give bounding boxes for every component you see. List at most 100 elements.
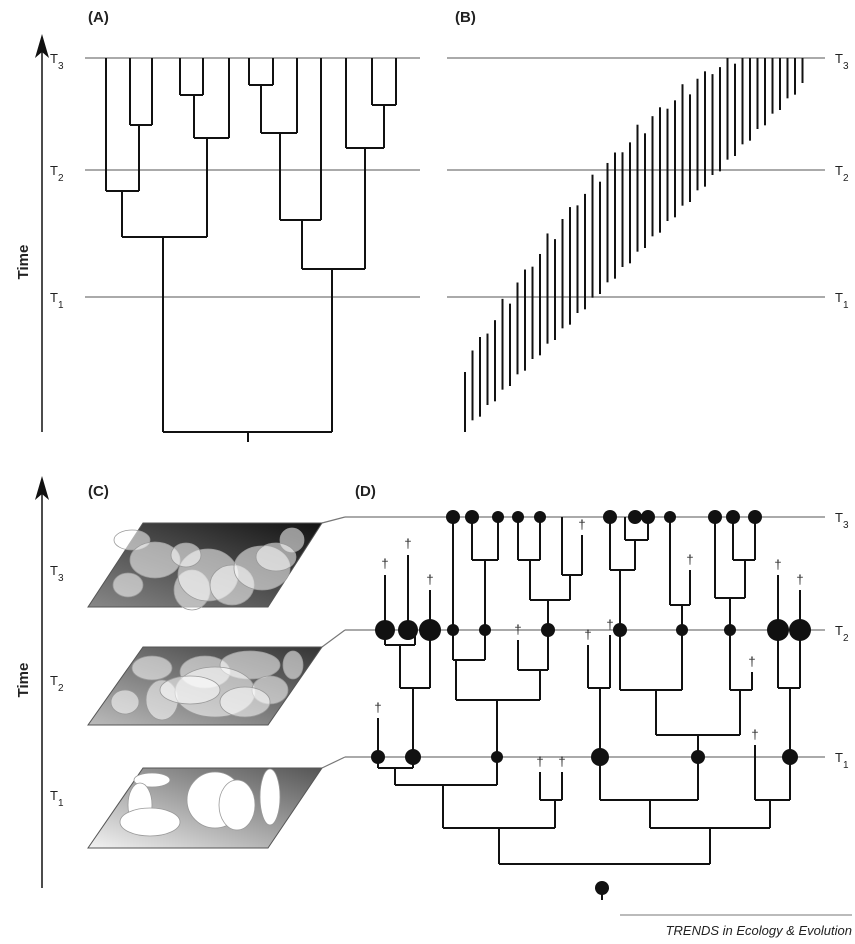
extinction-mark: †	[796, 572, 803, 587]
axis-label: Time	[15, 245, 32, 280]
phylogeny-d: † † † † † † † † † † † † † † †	[371, 510, 811, 900]
footer: TRENDS in Ecology & Evolution	[666, 923, 852, 938]
time-arrows	[35, 34, 49, 888]
time-level-base: T	[835, 163, 843, 178]
lineage-node	[465, 510, 479, 524]
time-level-sub: 2	[58, 173, 64, 184]
lineage-node	[664, 511, 676, 523]
lineage-node	[767, 619, 789, 641]
time-level-base: T	[835, 290, 843, 305]
extinction-mark: †	[584, 627, 591, 642]
time-level-base: T	[50, 51, 58, 66]
range-patch	[131, 655, 173, 681]
time-level-base: T	[50, 563, 58, 578]
time-level-base: T	[50, 788, 58, 803]
phylogeny-a	[105, 58, 397, 442]
time-level-sub: 1	[58, 300, 64, 311]
lineage-node	[419, 619, 441, 641]
lineage-node	[676, 624, 688, 636]
range-maps	[87, 522, 323, 849]
range-patch	[112, 572, 144, 598]
lineage-ranges	[464, 58, 804, 432]
range-patch	[159, 675, 221, 705]
time-level-sub: 1	[843, 300, 849, 311]
time-level-base: T	[50, 290, 58, 305]
time-level-base: T	[835, 51, 843, 66]
range-patch	[282, 650, 304, 680]
panel-label: (B)	[455, 9, 476, 26]
extinction-mark: †	[748, 654, 755, 669]
time-level-sub: 3	[58, 573, 64, 584]
range-patch	[219, 686, 271, 718]
lineage-node	[398, 620, 418, 640]
time-level-label: T3	[835, 510, 849, 531]
extinction-mark: †	[374, 700, 381, 715]
lineage-node	[591, 748, 609, 766]
time-level-base: T	[835, 510, 843, 525]
lineage-node	[375, 620, 395, 640]
panel-label: (A)	[88, 9, 109, 26]
lineage-node	[447, 624, 459, 636]
range-patch	[259, 768, 281, 826]
lineage-node	[748, 510, 762, 524]
lineage-node	[628, 510, 642, 524]
lineage-node	[534, 511, 546, 523]
extinction-mark: †	[514, 622, 521, 637]
range-patch	[170, 542, 202, 568]
lineage-node	[479, 624, 491, 636]
time-level-sub: 2	[58, 683, 64, 694]
lineage-node	[512, 511, 524, 523]
lineage-node	[724, 624, 736, 636]
time-level-sub: 3	[843, 520, 849, 531]
time-level-label: T3	[50, 563, 64, 584]
lineage-node	[595, 881, 609, 895]
lineage-node	[491, 751, 503, 763]
lineage-node	[492, 511, 504, 523]
lineage-node	[613, 623, 627, 637]
lineage-node	[708, 510, 722, 524]
time-level-label: T1	[50, 788, 64, 809]
extinction-mark: †	[536, 754, 543, 769]
time-level-base: T	[50, 163, 58, 178]
lineage-node	[641, 510, 655, 524]
range-patch	[119, 807, 181, 837]
lineage-node	[789, 619, 811, 641]
lineage-node	[691, 750, 705, 764]
time-level-sub: 2	[843, 633, 849, 644]
time-level-sub: 2	[843, 173, 849, 184]
range-patch	[218, 779, 256, 831]
extinction-mark: †	[381, 556, 388, 571]
time-level-label: T2	[50, 163, 64, 184]
time-level-label: T1	[50, 290, 64, 311]
time-level-label: T3	[50, 51, 64, 72]
lineage-node	[782, 749, 798, 765]
time-level-base: T	[835, 623, 843, 638]
extinction-mark: †	[578, 517, 585, 532]
range-patch	[110, 689, 140, 715]
extinction-mark: †	[774, 557, 781, 572]
axis-label: Time	[15, 663, 32, 698]
extinction-mark: †	[606, 617, 613, 632]
time-level-sub: 1	[58, 798, 64, 809]
lineage-node	[726, 510, 740, 524]
panel-label: (C)	[88, 483, 109, 500]
extinction-mark: †	[426, 572, 433, 587]
time-level-label: T1	[835, 750, 849, 771]
time-level-label: T2	[835, 623, 849, 644]
panel-label: (D)	[355, 483, 376, 500]
time-level-base: T	[50, 673, 58, 688]
extinction-mark: †	[558, 754, 565, 769]
time-level-sub: 1	[843, 760, 849, 771]
range-patch	[255, 542, 297, 572]
extinction-mark: †	[686, 552, 693, 567]
time-level-label: T2	[50, 673, 64, 694]
lineage-node	[371, 750, 385, 764]
time-level-sub: 3	[843, 61, 849, 72]
extinction-mark: †	[751, 727, 758, 742]
time-level-label: T2	[835, 163, 849, 184]
time-level-label: T3	[835, 51, 849, 72]
lineage-node	[446, 510, 460, 524]
extinction-mark: †	[404, 536, 411, 551]
lineage-node	[541, 623, 555, 637]
